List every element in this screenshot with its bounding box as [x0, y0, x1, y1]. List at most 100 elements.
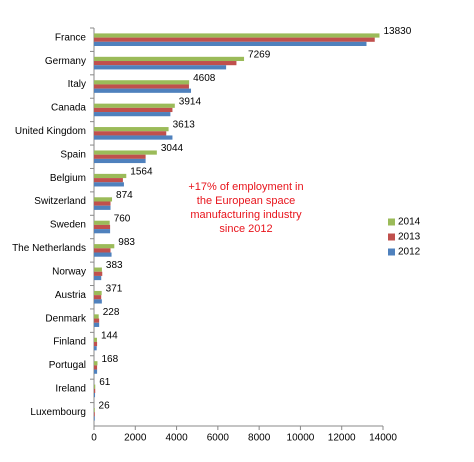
bar	[94, 322, 100, 327]
x-tick-label: 14000	[369, 433, 397, 444]
y-tick-label: Switzerland	[34, 196, 86, 207]
bar	[94, 252, 112, 257]
x-tick-label: 6000	[207, 433, 230, 444]
bar	[94, 318, 100, 323]
legend-swatch	[388, 218, 395, 226]
bar	[94, 61, 237, 66]
y-tick-label: Luxembourg	[30, 407, 86, 418]
y-tick-label: Norway	[52, 266, 86, 277]
bar	[94, 182, 124, 187]
bar	[94, 37, 375, 42]
bar	[94, 365, 98, 370]
bar	[94, 127, 169, 132]
data-label: 983	[118, 237, 135, 248]
bar	[94, 244, 115, 249]
annotation: the European space	[197, 195, 295, 207]
bar	[94, 407, 95, 413]
bar	[94, 412, 95, 417]
annotation: since 2012	[219, 223, 272, 235]
bar	[94, 271, 103, 276]
bar	[94, 112, 171, 117]
bar	[94, 290, 102, 296]
bar	[94, 392, 96, 398]
y-tick-label: Sweden	[50, 220, 86, 231]
y-tick-label: Spain	[60, 149, 86, 160]
bar	[94, 388, 96, 393]
bar	[94, 224, 111, 230]
bar	[94, 201, 111, 206]
data-label: 13830	[383, 26, 411, 37]
bar	[94, 337, 97, 342]
data-label: 760	[114, 213, 131, 224]
y-tick-label: France	[55, 32, 87, 43]
data-label: 3613	[173, 120, 196, 131]
bar	[94, 267, 102, 272]
x-tick-label: 10000	[287, 433, 315, 444]
bar	[94, 65, 227, 70]
y-tick-label: Italy	[68, 79, 86, 90]
data-label: 61	[99, 377, 111, 388]
y-tick-label: Canada	[51, 103, 86, 114]
legend-label: 2012	[398, 247, 421, 258]
annotation: +17% of employment in	[188, 181, 303, 193]
y-tick-label: Austria	[55, 290, 87, 301]
bar	[94, 103, 175, 108]
x-tick-label: 0	[91, 433, 97, 444]
data-label: 874	[116, 190, 133, 201]
data-label: 4608	[193, 73, 216, 84]
bar	[94, 369, 98, 374]
bar	[94, 346, 97, 351]
bar	[94, 197, 113, 202]
legend-swatch	[388, 233, 395, 241]
data-label: 3044	[161, 143, 184, 154]
bar	[94, 107, 173, 113]
y-tick-label: United Kingdom	[15, 126, 86, 137]
bar	[94, 205, 111, 210]
y-tick-label: Portugal	[49, 360, 86, 371]
bar	[94, 178, 123, 183]
x-tick-label: 2000	[124, 433, 147, 444]
data-label: 1564	[130, 167, 153, 178]
bar	[94, 150, 157, 155]
bar	[94, 384, 96, 389]
bar	[94, 229, 111, 234]
bar	[94, 80, 190, 85]
x-tick-label: 4000	[165, 433, 188, 444]
legend-swatch	[388, 248, 395, 256]
bar	[94, 88, 192, 93]
bar	[94, 173, 127, 179]
legend-label: 2013	[398, 232, 421, 243]
y-tick-label: Denmark	[45, 313, 87, 324]
legend-label: 2014	[398, 217, 421, 228]
data-label: 3914	[179, 96, 202, 107]
bar	[94, 295, 102, 300]
x-tick-label: 12000	[328, 433, 356, 444]
bar	[94, 416, 95, 421]
data-label: 371	[106, 284, 123, 295]
bar	[94, 299, 102, 304]
bar	[94, 275, 102, 281]
y-tick-label: The Netherlands	[12, 243, 86, 254]
y-tick-label: Ireland	[55, 384, 86, 395]
bar	[94, 248, 111, 253]
y-tick-label: Finland	[53, 337, 86, 348]
x-tick-label: 8000	[248, 433, 271, 444]
data-label: 383	[106, 260, 123, 271]
bar	[94, 135, 173, 140]
data-label: 228	[103, 307, 120, 318]
data-label: 144	[101, 330, 118, 341]
bar	[94, 33, 380, 38]
bar	[94, 220, 110, 225]
y-tick-label: Germany	[45, 56, 86, 67]
bar	[94, 314, 99, 319]
data-label: 7269	[248, 49, 271, 60]
bar	[94, 41, 367, 47]
bar	[94, 56, 245, 62]
bar	[94, 131, 167, 136]
y-tick-label: Belgium	[50, 173, 86, 184]
bar	[94, 361, 98, 366]
bar	[94, 84, 189, 89]
bar	[94, 158, 146, 164]
bar	[94, 154, 146, 159]
